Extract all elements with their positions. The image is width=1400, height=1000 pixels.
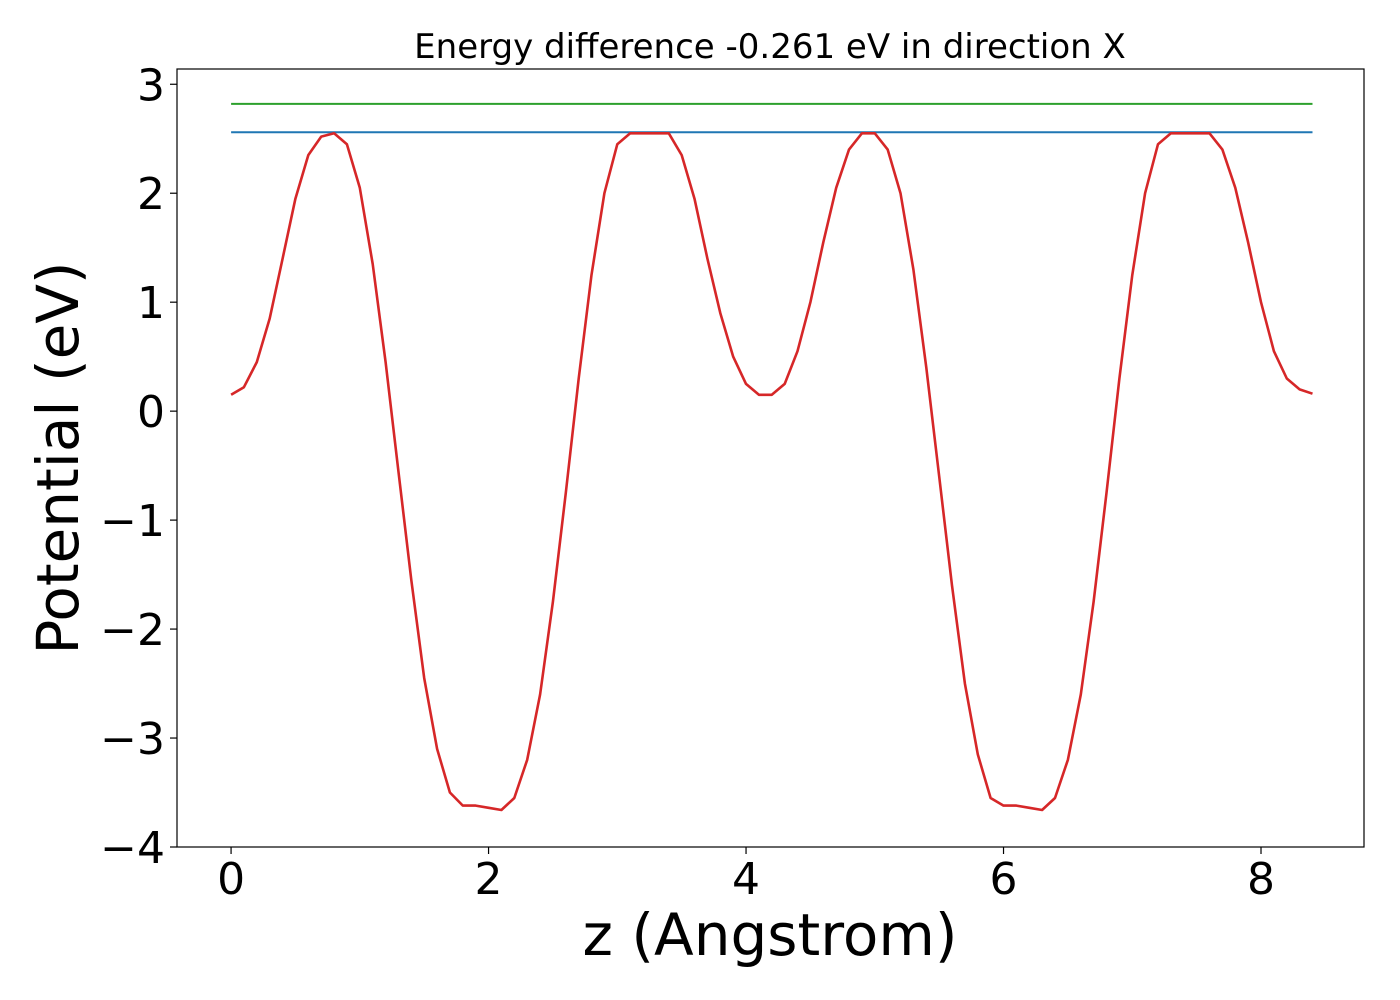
plot-frame <box>176 68 1365 848</box>
x-tick-label: 0 <box>217 854 245 905</box>
y-axis-title: Potential (eV) <box>24 261 92 654</box>
x-tick-label: 2 <box>475 854 503 905</box>
y-tick-label: −3 <box>100 714 165 765</box>
x-tick-label: 8 <box>1247 854 1275 905</box>
potential-curve-2 <box>230 132 1313 812</box>
y-tick-label: 0 <box>137 387 165 438</box>
y-tick-label: −1 <box>100 496 165 547</box>
y-axis: 3 2 1 0 −1 −2 −3 −4 <box>100 60 177 874</box>
y-tick-label: −2 <box>100 605 165 656</box>
y-tick-label: −4 <box>100 823 165 874</box>
x-tick-label: 4 <box>732 854 760 905</box>
x-tick-label: 6 <box>990 854 1018 905</box>
y-tick-label: 3 <box>137 60 165 111</box>
y-tick-label: 1 <box>137 278 165 329</box>
x-axis-title: z (Angstrom) <box>583 901 958 969</box>
x-axis: 0 2 4 6 8 <box>217 847 1275 905</box>
y-tick-label: 2 <box>137 169 165 220</box>
chart-title: Energy difference -0.261 eV in direction… <box>414 27 1126 67</box>
plot-area <box>230 102 1313 812</box>
